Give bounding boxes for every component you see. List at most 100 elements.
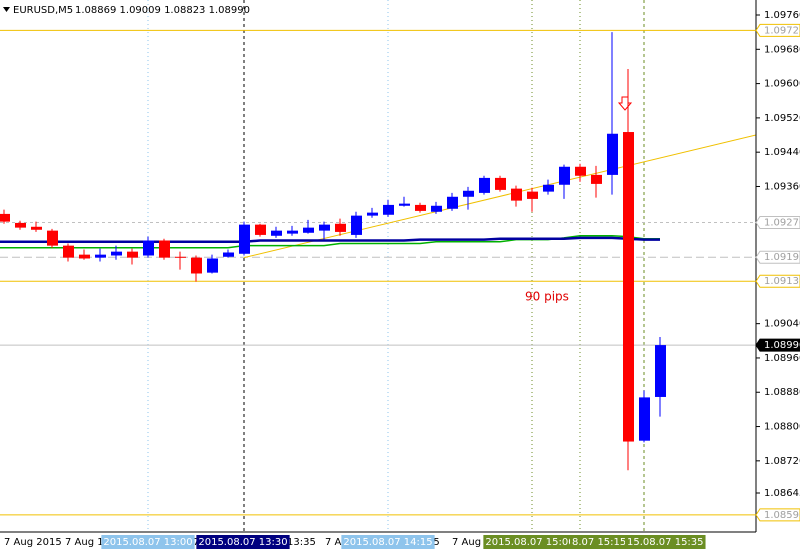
annotation: 90 pips bbox=[525, 290, 569, 304]
level-label-box bbox=[755, 250, 800, 264]
candle-body bbox=[335, 223, 346, 232]
candle-body bbox=[223, 252, 234, 257]
level-label-box bbox=[755, 215, 800, 229]
candle-body bbox=[95, 254, 106, 258]
time-marker-label-bg bbox=[341, 535, 435, 549]
moving-average bbox=[0, 236, 660, 244]
candle-body bbox=[287, 230, 298, 234]
candle-body bbox=[495, 177, 506, 190]
candle-body bbox=[447, 196, 458, 209]
time-marker-label-bg bbox=[196, 535, 290, 549]
x-tick-label: 7 Aug 2015 bbox=[4, 537, 62, 548]
time-marker-label: 15.08.07 15:35 bbox=[625, 535, 706, 549]
level-label: 1.08990 bbox=[764, 340, 800, 351]
time-marker-label-bg bbox=[101, 535, 195, 549]
candle-body bbox=[575, 166, 586, 176]
candle-body bbox=[623, 132, 634, 442]
candle-body bbox=[303, 227, 314, 233]
candle-body bbox=[383, 204, 394, 215]
x-tick-label: 7 Aug 12: bbox=[65, 537, 113, 548]
candle-body bbox=[431, 205, 442, 212]
candle-body bbox=[559, 166, 570, 185]
candle-body bbox=[511, 188, 522, 201]
candle-body bbox=[143, 240, 154, 256]
y-tick-label: 1.08880 bbox=[764, 387, 800, 398]
y-tick-label: 1.08800 bbox=[764, 422, 800, 433]
candle-body bbox=[111, 251, 122, 256]
candle-body bbox=[655, 345, 666, 397]
candle-body bbox=[639, 397, 650, 441]
candle-body bbox=[543, 184, 554, 192]
candle-body bbox=[367, 212, 378, 216]
x-tick-label: 7 bbox=[193, 537, 199, 548]
candle-body bbox=[319, 224, 330, 231]
candle-body bbox=[271, 230, 282, 236]
y-tick-label: 1.09040 bbox=[764, 319, 800, 330]
candle-body bbox=[191, 257, 202, 274]
candle-body bbox=[0, 213, 10, 222]
candle-body bbox=[79, 254, 90, 259]
y-tick-label: 1.09440 bbox=[764, 147, 800, 158]
plot-area bbox=[0, 0, 756, 532]
quote: 1.08869 1.09009 1.08823 1.08990 bbox=[75, 5, 250, 16]
y-tick-label: 1.09360 bbox=[764, 181, 800, 192]
x-tick-label: 13:35 bbox=[287, 537, 316, 548]
candle-body bbox=[15, 222, 26, 228]
time-marker-label: 8.07 15:15 bbox=[570, 535, 629, 549]
level-label: 1.09139 bbox=[764, 276, 800, 287]
time-marker-text: 8.07 15:15 bbox=[572, 537, 626, 548]
x-tick-label: 7 Aug 14: bbox=[452, 537, 500, 548]
level-label-box bbox=[755, 274, 800, 288]
candle-body bbox=[415, 204, 426, 211]
candle-body bbox=[47, 230, 58, 246]
candle-body bbox=[527, 191, 538, 199]
time-marker-label-bg bbox=[570, 535, 629, 549]
dropdown-arrow[interactable] bbox=[3, 7, 10, 12]
time-marker-label-bg bbox=[625, 535, 706, 549]
candle-body bbox=[479, 177, 490, 193]
y-tick-label: 1.09760 bbox=[764, 10, 800, 21]
trendline bbox=[243, 134, 756, 259]
candle-body bbox=[127, 251, 138, 258]
candle-body bbox=[159, 240, 170, 258]
y-tick-label: 1.09680 bbox=[764, 44, 800, 55]
candle-body bbox=[399, 203, 410, 206]
candle-body bbox=[591, 174, 602, 184]
level-label-box bbox=[755, 508, 800, 522]
candle-body bbox=[607, 133, 618, 175]
time-marker-label: 2015.08.07 14:15 bbox=[341, 535, 435, 549]
symbol: EURUSD,M5 bbox=[13, 5, 73, 16]
candle-body bbox=[175, 256, 186, 258]
level-label: 1.09724 bbox=[764, 25, 800, 36]
time-marker-text: 2015.08.07 15:00 bbox=[485, 537, 574, 548]
level-label: 1.09195 bbox=[764, 252, 800, 263]
level-label-box bbox=[755, 338, 800, 352]
candle-body bbox=[63, 245, 74, 258]
y-tick-label: 1.09520 bbox=[764, 113, 800, 124]
level-label: 1.08594 bbox=[764, 510, 800, 521]
time-marker-text: 15.08.07 15:35 bbox=[627, 537, 704, 548]
candle-body bbox=[239, 224, 250, 254]
sell-arrow bbox=[617, 96, 633, 111]
level-label: 1.09276 bbox=[764, 217, 800, 228]
y-tick-label: 1.08960 bbox=[764, 353, 800, 364]
time-marker-label: 2015.08.07 13:30 bbox=[196, 535, 290, 549]
time-marker-text: 2015.08.07 13:00 bbox=[103, 537, 192, 548]
y-tick-label: 1.08645 bbox=[764, 488, 800, 499]
level-label-box bbox=[755, 23, 800, 37]
time-marker-label-bg bbox=[483, 535, 577, 549]
time-marker-text: 2015.08.07 13:30 bbox=[198, 537, 287, 548]
candle-body bbox=[463, 190, 474, 197]
x-tick-label: 7 Aug bbox=[325, 537, 354, 548]
candle-body bbox=[255, 224, 266, 235]
time-marker-label: 2015.08.07 15:00 bbox=[483, 535, 577, 549]
y-tick-label: 1.08720 bbox=[764, 456, 800, 467]
y-tick-label: 1.09600 bbox=[764, 79, 800, 90]
time-marker-label: 2015.08.07 13:00 bbox=[101, 535, 195, 549]
time-marker-text: 2015.08.07 14:15 bbox=[343, 537, 432, 548]
candle-body bbox=[351, 215, 362, 235]
candle-body bbox=[31, 226, 42, 230]
candle-body bbox=[207, 258, 218, 273]
